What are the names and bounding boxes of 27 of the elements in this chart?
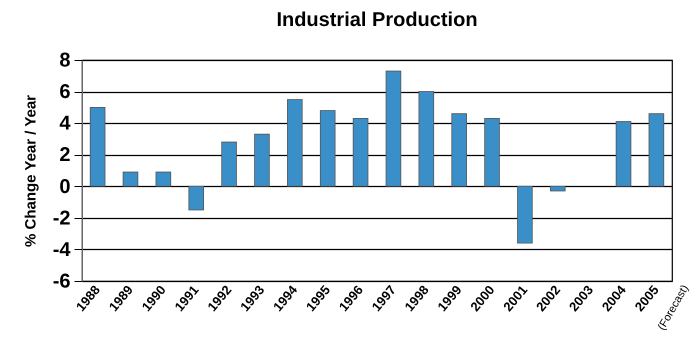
bar (122, 172, 138, 187)
chart-title: Industrial Production (276, 9, 478, 31)
bar (386, 70, 402, 187)
bar (616, 121, 632, 187)
y-tick-label: 2 (59, 144, 70, 166)
bar (156, 172, 172, 187)
y-axis-title: % Change Year / Year (22, 94, 40, 248)
bar (221, 142, 237, 187)
bar (188, 186, 204, 210)
y-tick-label: 8 (59, 50, 70, 72)
y-tick-label: 0 (59, 176, 70, 198)
bar (90, 106, 106, 187)
bar (320, 110, 336, 187)
y-tick-label: -6 (52, 270, 70, 292)
bar (287, 99, 303, 187)
y-tick-label: 4 (59, 112, 72, 135)
bar (451, 113, 467, 187)
bar (484, 118, 500, 187)
bar (254, 134, 270, 187)
y-tick-label: 6 (59, 81, 70, 104)
bar (550, 186, 566, 192)
y-tick-label: -4 (52, 238, 72, 261)
bar (352, 118, 368, 187)
bar (517, 186, 533, 244)
bar (648, 113, 664, 187)
bar (418, 91, 434, 187)
y-tick-label: -2 (52, 207, 70, 230)
